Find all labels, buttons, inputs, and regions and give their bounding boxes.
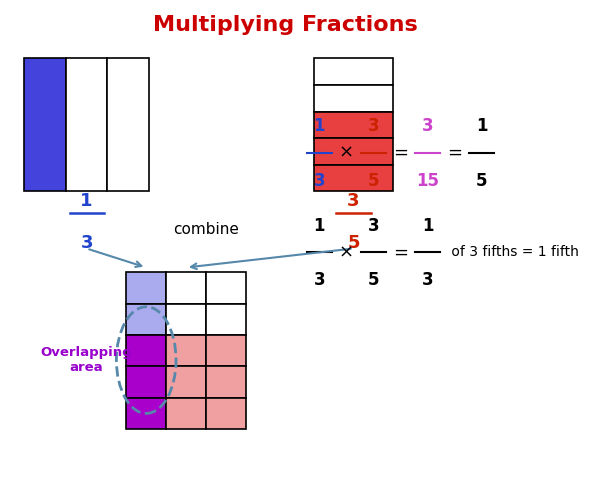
Text: 3: 3 bbox=[368, 118, 379, 135]
Bar bbox=[206, 304, 246, 335]
Text: 3: 3 bbox=[314, 272, 325, 289]
Bar bbox=[107, 58, 149, 192]
Text: combine: combine bbox=[173, 222, 239, 237]
Text: ×: × bbox=[339, 143, 354, 162]
Text: 3: 3 bbox=[80, 234, 93, 252]
Text: 1: 1 bbox=[476, 118, 488, 135]
Bar bbox=[126, 304, 166, 335]
Bar bbox=[166, 398, 206, 429]
Bar bbox=[314, 85, 393, 112]
Text: ×: × bbox=[339, 243, 354, 261]
Text: 3: 3 bbox=[422, 272, 433, 289]
Bar bbox=[166, 335, 206, 366]
Text: 5: 5 bbox=[368, 172, 379, 189]
Text: =: = bbox=[393, 243, 408, 261]
Text: 3: 3 bbox=[347, 193, 360, 210]
Text: 1: 1 bbox=[80, 193, 93, 210]
Text: Overlapping
area: Overlapping area bbox=[41, 346, 132, 374]
Text: =: = bbox=[447, 143, 462, 162]
Text: 3: 3 bbox=[314, 172, 325, 189]
Text: 3: 3 bbox=[422, 118, 433, 135]
Bar bbox=[314, 165, 393, 192]
Text: 1: 1 bbox=[314, 118, 325, 135]
Bar bbox=[66, 58, 107, 192]
Bar bbox=[206, 335, 246, 366]
Bar bbox=[314, 138, 393, 165]
Text: 15: 15 bbox=[416, 172, 439, 189]
Text: 5: 5 bbox=[347, 234, 360, 252]
Bar bbox=[314, 112, 393, 138]
Text: =: = bbox=[393, 143, 408, 162]
Text: 5: 5 bbox=[476, 172, 488, 189]
Bar bbox=[126, 366, 166, 398]
Bar bbox=[24, 58, 66, 192]
Bar bbox=[166, 272, 206, 304]
Bar bbox=[206, 366, 246, 398]
Text: Multiplying Fractions: Multiplying Fractions bbox=[153, 15, 418, 35]
Text: 3: 3 bbox=[368, 217, 379, 235]
Bar bbox=[206, 398, 246, 429]
Bar bbox=[166, 366, 206, 398]
Bar bbox=[126, 335, 166, 366]
Bar bbox=[126, 398, 166, 429]
Text: of 3 fifths = 1 fifth: of 3 fifths = 1 fifth bbox=[447, 245, 579, 259]
Bar bbox=[166, 304, 206, 335]
Text: 1: 1 bbox=[422, 217, 433, 235]
Text: 5: 5 bbox=[368, 272, 379, 289]
Bar bbox=[126, 272, 166, 304]
Text: 1: 1 bbox=[314, 217, 325, 235]
Bar bbox=[206, 272, 246, 304]
Bar bbox=[314, 58, 393, 85]
